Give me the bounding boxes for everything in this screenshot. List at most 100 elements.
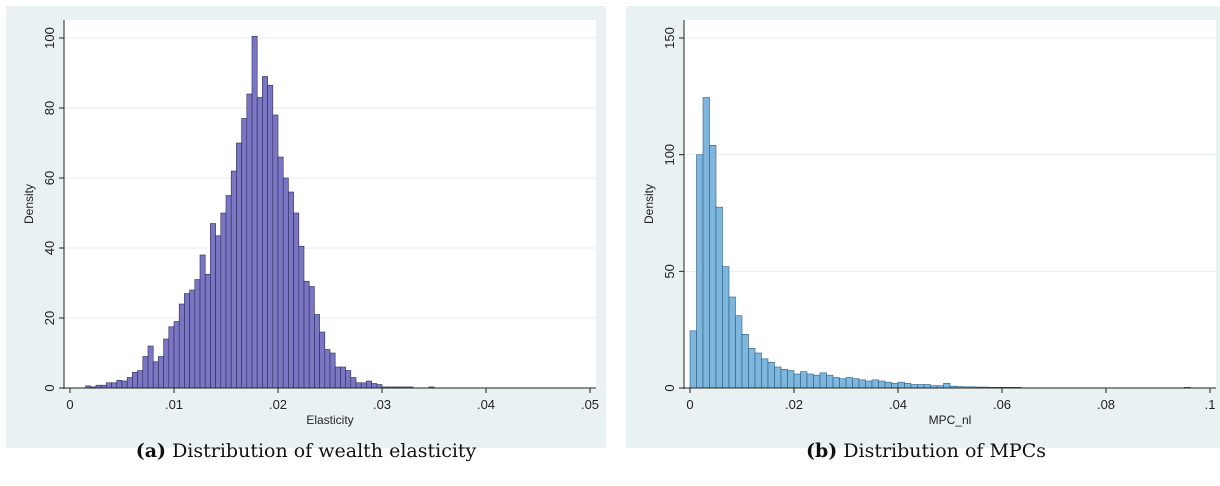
histogram-bar — [168, 326, 175, 389]
histogram-bar — [878, 380, 886, 389]
histogram-bar — [251, 35, 258, 389]
x-tick-label: .02 — [785, 397, 803, 412]
histogram-bar — [735, 315, 743, 389]
x-tick-label: .02 — [269, 397, 287, 412]
histogram-bar — [178, 303, 185, 389]
histogram-bar — [236, 142, 242, 389]
histogram-bar — [355, 382, 362, 389]
histogram-bar — [241, 118, 248, 389]
histogram-bar — [262, 76, 268, 389]
y-tick-label: 60 — [42, 171, 57, 185]
histogram-bar — [800, 371, 808, 389]
histogram-bar — [819, 372, 827, 389]
histogram-bar — [277, 156, 284, 389]
histogram-bar — [230, 170, 237, 389]
histogram-bar — [220, 212, 227, 389]
histogram-bar — [106, 382, 112, 389]
histogram-bar — [917, 384, 925, 389]
histogram-bar — [152, 361, 159, 389]
y-tick-label: 80 — [42, 101, 57, 115]
histogram-bar — [767, 362, 775, 389]
histogram-bar — [303, 280, 310, 389]
histogram-bar — [787, 370, 795, 389]
y-tick-label: 40 — [42, 241, 57, 255]
elasticity-histogram: 0 20 40 60 80 100 0 .01 .02 .03 .04 .05 Elasticity De… — [6, 6, 606, 448]
caption-b-text: Distribution of MPCs — [843, 440, 1047, 462]
histogram-bar — [360, 382, 367, 389]
histogram-bar — [111, 382, 118, 389]
gridlines — [684, 37, 1216, 272]
histogram-bar — [826, 374, 834, 389]
histogram-bar — [121, 380, 128, 389]
x-tick-label: .06 — [993, 397, 1011, 412]
x-tick-label: .1 — [1205, 397, 1216, 412]
histogram-bar — [852, 378, 860, 389]
x-tick-label: .04 — [477, 397, 495, 412]
histogram-bar — [137, 370, 144, 389]
histogram-bar — [845, 377, 853, 389]
histogram-bar — [884, 381, 892, 389]
y-tick-label: 20 — [42, 311, 57, 325]
histogram-bar — [314, 314, 320, 389]
histogram-bar — [132, 371, 138, 389]
y-axis-title: Density — [642, 184, 656, 224]
y-tick-label: 100 — [662, 144, 677, 166]
y-tick-label: 0 — [662, 384, 677, 391]
y-axis-title: Density — [22, 184, 36, 224]
histogram-bar — [780, 369, 788, 389]
histogram-bar — [376, 384, 383, 389]
histogram-bar — [225, 195, 232, 389]
y-tick-label: 100 — [42, 27, 57, 49]
histogram-bar — [116, 379, 123, 389]
histogram-bar — [329, 352, 336, 389]
histogram-bar — [194, 279, 201, 389]
y-tick-label: 0 — [42, 384, 57, 391]
histogram-bar — [215, 235, 222, 389]
histogram-bar — [158, 356, 164, 389]
histogram-bar — [813, 374, 821, 389]
histogram-bar — [839, 378, 847, 389]
histogram-bar — [184, 293, 190, 389]
x-axis-title: Elasticity — [306, 413, 353, 427]
histogram-bar — [858, 379, 866, 389]
y-tick-label: 50 — [662, 264, 677, 278]
caption-a-text: Distribution of wealth elasticity — [172, 440, 477, 462]
histogram-bar — [173, 321, 180, 389]
histogram-bar — [256, 97, 263, 389]
histogram-bar — [246, 93, 253, 389]
mpc-histogram-panel: 0 50 100 150 0 .02 .04 .06 .08 .1 MPC_nl Density — [626, 6, 1220, 448]
histogram-bar — [189, 289, 196, 389]
histogram-bar — [702, 97, 710, 389]
histogram-bar — [748, 348, 756, 389]
histogram-bar — [904, 383, 912, 389]
y-tick-label: 150 — [662, 27, 677, 49]
histogram-bar — [147, 345, 154, 389]
histogram-bar — [943, 383, 951, 389]
x-tick-label: 0 — [686, 397, 693, 412]
histogram-bar — [696, 154, 704, 389]
histogram-bar — [709, 145, 717, 389]
histogram-bar — [754, 352, 762, 389]
histogram-bar — [272, 114, 279, 389]
histogram-bar — [282, 177, 289, 389]
histogram-bar — [728, 296, 736, 389]
histogram-bar — [371, 383, 378, 389]
histogram-bar — [910, 384, 918, 389]
histogram-bar — [267, 84, 274, 389]
histogram-bar — [319, 331, 326, 389]
histogram-bar — [204, 273, 211, 389]
histogram-bar — [715, 206, 723, 389]
gridlines — [64, 37, 596, 319]
histogram-bar — [163, 338, 170, 389]
x-axis-title: MPC_nl — [929, 413, 972, 427]
caption-a: (a) Distribution of wealth elasticity — [6, 440, 606, 462]
x-tick-label: .04 — [889, 397, 907, 412]
x-tick-label: 0 — [66, 397, 73, 412]
caption-a-label: (a) — [135, 440, 167, 462]
histogram-bar — [689, 330, 697, 389]
histogram-bar — [298, 245, 305, 389]
plot-area — [684, 20, 1216, 388]
caption-b: (b) Distribution of MPCs — [626, 440, 1220, 462]
histogram-bar — [774, 366, 782, 389]
x-tick-label: .05 — [581, 397, 599, 412]
